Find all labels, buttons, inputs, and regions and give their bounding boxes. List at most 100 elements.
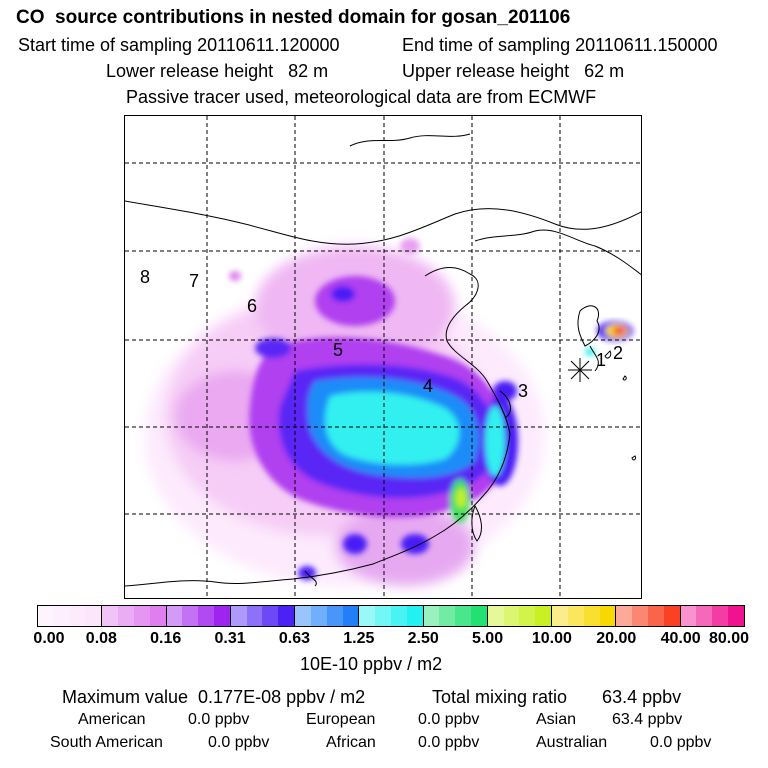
colorbar-tick-label: 10.00 bbox=[531, 630, 572, 647]
model-note-label: Passive tracer used, meteorological data… bbox=[126, 87, 597, 107]
asian-label: Asian bbox=[536, 711, 577, 728]
colorbar-shade bbox=[53, 606, 70, 626]
colorbar-shade bbox=[663, 606, 680, 626]
end-time-label: End time of sampling 20110611.150000 bbox=[402, 35, 718, 55]
colorbar-segment bbox=[423, 606, 488, 626]
colorbar-segment bbox=[230, 606, 296, 626]
colorbar-tick-label: 20.00 bbox=[596, 630, 637, 647]
colorbar-shade bbox=[680, 606, 697, 626]
colorbar-tick-label: 80.00 bbox=[708, 630, 750, 647]
colorbar-shade bbox=[712, 606, 729, 626]
colorbar-segment bbox=[487, 606, 553, 626]
colorbar-tick-label: 2.50 bbox=[407, 630, 439, 647]
south-american-value: 0.0 ppbv bbox=[208, 734, 270, 751]
region-label-6: 6 bbox=[247, 296, 257, 316]
colorbar-shade bbox=[567, 606, 584, 626]
map-panel: 1 2 3 4 5 6 7 8 bbox=[124, 115, 642, 599]
colorbar-tick-label: 0.63 bbox=[278, 630, 311, 647]
colorbar-tick-label: 0.00 bbox=[33, 630, 65, 647]
american-label: American bbox=[78, 711, 146, 728]
colorbar-tick-label: 0.16 bbox=[150, 630, 182, 647]
region-label-7: 7 bbox=[189, 271, 199, 291]
colorbar-unit-label: 10E-10 ppbv / m2 bbox=[300, 654, 443, 674]
coastlines bbox=[125, 133, 641, 587]
colorbar-shade bbox=[166, 606, 183, 626]
colorbar-shade bbox=[632, 606, 649, 626]
colorbar-shade bbox=[182, 606, 199, 626]
colorbar-tick-label: 0.31 bbox=[214, 630, 246, 647]
colorbar-segment bbox=[102, 606, 167, 626]
colorbar-segment bbox=[38, 606, 103, 626]
european-value: 0.0 ppbv bbox=[418, 711, 480, 728]
upper-release-label: Upper release height 62 m bbox=[402, 61, 625, 81]
colorbar-segment bbox=[552, 606, 617, 626]
colorbar-shade bbox=[599, 606, 616, 626]
colorbar-segment bbox=[359, 606, 424, 626]
asian-value: 63.4 ppbv bbox=[612, 711, 683, 728]
lower-release-label: Lower release height 82 m bbox=[106, 61, 329, 81]
european-label: European bbox=[306, 711, 376, 728]
plot-title: CO source contributions in nested domain… bbox=[16, 7, 571, 28]
colorbar-shade bbox=[118, 606, 134, 626]
colorbar-shade bbox=[648, 606, 664, 626]
colorbar-segment bbox=[295, 606, 360, 626]
region-label-1: 1 bbox=[596, 350, 606, 370]
colorbar-shade bbox=[278, 606, 295, 626]
colorbar-shade bbox=[471, 606, 487, 626]
american-value: 0.0 ppbv bbox=[188, 711, 250, 728]
african-value: 0.0 ppbv bbox=[418, 734, 480, 751]
colorbar-shade bbox=[439, 606, 456, 626]
colorbar-shade bbox=[455, 606, 472, 626]
colorbar-shade bbox=[38, 606, 54, 626]
colorbar-shade bbox=[696, 606, 713, 626]
colorbar-shade bbox=[728, 606, 744, 626]
colorbar-shade bbox=[230, 606, 247, 626]
colorbar-shade bbox=[295, 606, 311, 626]
concentration-field bbox=[145, 238, 633, 586]
colorbar-shade bbox=[213, 606, 230, 626]
region-label-3: 3 bbox=[518, 381, 528, 401]
asterisk-marker-icon bbox=[568, 358, 592, 382]
colorbar-shade bbox=[342, 606, 359, 626]
colorbar-shade bbox=[487, 606, 504, 626]
colorbar-shade bbox=[583, 606, 600, 626]
colorbar-shade bbox=[375, 606, 391, 626]
colorbar-shade bbox=[406, 606, 423, 626]
australian-label: Australian bbox=[536, 734, 608, 751]
colorbar-shade bbox=[423, 606, 440, 626]
colorbar-segment bbox=[166, 606, 231, 626]
south-american-label: South American bbox=[50, 734, 163, 751]
map-canvas: 1 2 3 4 5 6 7 8 bbox=[125, 116, 641, 598]
colorbar-shade bbox=[133, 606, 150, 626]
colorbar-shade bbox=[390, 606, 407, 626]
colorbar-shade bbox=[519, 606, 536, 626]
colorbar-shade bbox=[552, 606, 568, 626]
colorbar-segment bbox=[616, 606, 681, 626]
region-label-2: 2 bbox=[613, 343, 623, 363]
colorbar-tick-label: 5.00 bbox=[471, 630, 504, 647]
colorbar-segment bbox=[680, 606, 744, 626]
colorbar-shade bbox=[310, 606, 327, 626]
african-label: African bbox=[326, 734, 376, 751]
colorbar-shade bbox=[359, 606, 376, 626]
colorbar-shade bbox=[102, 606, 119, 626]
australian-value: 0.0 ppbv bbox=[650, 734, 712, 751]
colorbar-tick-label: 1.25 bbox=[343, 630, 375, 647]
colorbar-shade bbox=[149, 606, 166, 626]
colorbar-shade bbox=[262, 606, 279, 626]
colorbar-shade bbox=[326, 606, 343, 626]
colorbar-tick-label: 40.00 bbox=[660, 630, 701, 647]
colorbar-shade bbox=[535, 606, 552, 626]
region-label-8: 8 bbox=[140, 267, 150, 287]
colorbar bbox=[37, 605, 745, 627]
colorbar-shade bbox=[69, 606, 86, 626]
colorbar-shade bbox=[503, 606, 520, 626]
region-label-4: 4 bbox=[423, 376, 433, 396]
colorbar-shade bbox=[616, 606, 633, 626]
colorbar-shade bbox=[198, 606, 214, 626]
lat-lon-grid bbox=[125, 116, 641, 598]
maximum-value-label: Maximum value 0.177E-08 ppbv / m2 bbox=[62, 687, 366, 707]
colorbar-shade bbox=[85, 606, 102, 626]
colorbar-shade bbox=[246, 606, 263, 626]
colorbar-tick-label: 0.08 bbox=[85, 630, 117, 647]
